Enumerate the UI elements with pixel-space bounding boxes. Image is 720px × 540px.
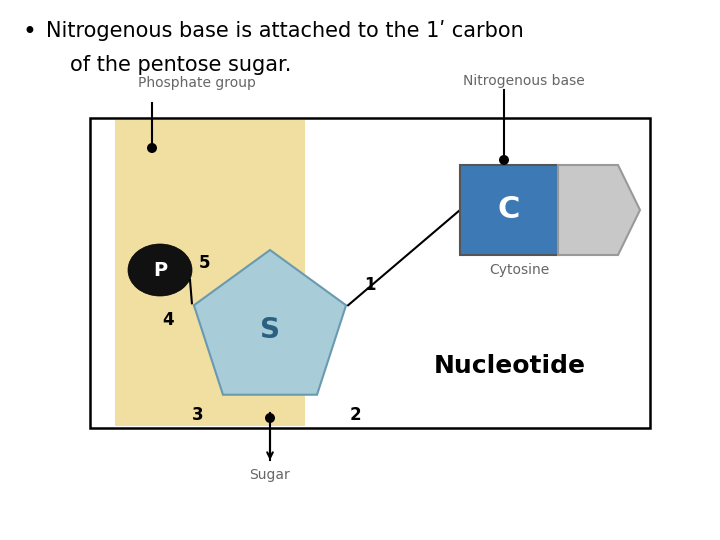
Text: Phosphate group: Phosphate group xyxy=(138,76,256,90)
Text: P: P xyxy=(153,260,167,280)
Text: Nitrogenous base is attached to the 1ʹ carbon: Nitrogenous base is attached to the 1ʹ c… xyxy=(46,20,523,41)
Text: •: • xyxy=(22,20,36,44)
Circle shape xyxy=(265,413,275,423)
Text: 3: 3 xyxy=(192,406,204,424)
Text: Nucleotide: Nucleotide xyxy=(434,354,586,378)
Text: Nitrogenous base: Nitrogenous base xyxy=(463,74,585,88)
Text: S: S xyxy=(260,316,280,344)
Text: 1: 1 xyxy=(364,276,376,294)
Polygon shape xyxy=(194,250,346,395)
Text: 5: 5 xyxy=(199,254,211,272)
Ellipse shape xyxy=(128,244,192,296)
Text: C: C xyxy=(498,195,520,225)
Bar xyxy=(115,120,305,426)
Circle shape xyxy=(147,143,157,153)
Text: 4: 4 xyxy=(162,311,174,329)
Text: Cytosine: Cytosine xyxy=(489,263,549,277)
Text: Sugar: Sugar xyxy=(250,468,290,482)
Text: of the pentose sugar.: of the pentose sugar. xyxy=(70,55,292,75)
Bar xyxy=(90,118,650,428)
Circle shape xyxy=(499,155,509,165)
Bar xyxy=(460,165,558,255)
Polygon shape xyxy=(558,165,640,255)
Text: 2: 2 xyxy=(349,406,361,424)
